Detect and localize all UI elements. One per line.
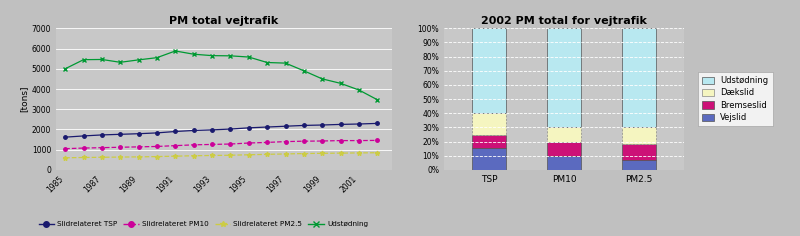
Bar [472,148,506,170]
Bar [622,144,656,160]
Bar [472,135,506,148]
Bar [472,28,506,113]
Bar [622,160,656,170]
Legend: Udstødning, Dækslid, Bremseslid, Vejslid: Udstødning, Dækslid, Bremseslid, Vejslid [698,72,773,126]
Legend: Slidrelateret TSP, Slidrelateret PM10, Slidrelateret PM2.5, Udstødning: Slidrelateret TSP, Slidrelateret PM10, S… [36,218,371,230]
Bar [622,28,656,127]
Y-axis label: [tons]: [tons] [20,86,29,112]
Bar [547,142,581,156]
Bar [547,127,581,142]
Title: 2002 PM total for vejtrafik: 2002 PM total for vejtrafik [481,16,647,26]
Bar [622,127,656,144]
Bar [547,156,581,170]
Bar [472,113,506,135]
Bar [547,28,581,127]
Title: PM total vejtrafik: PM total vejtrafik [170,16,278,26]
